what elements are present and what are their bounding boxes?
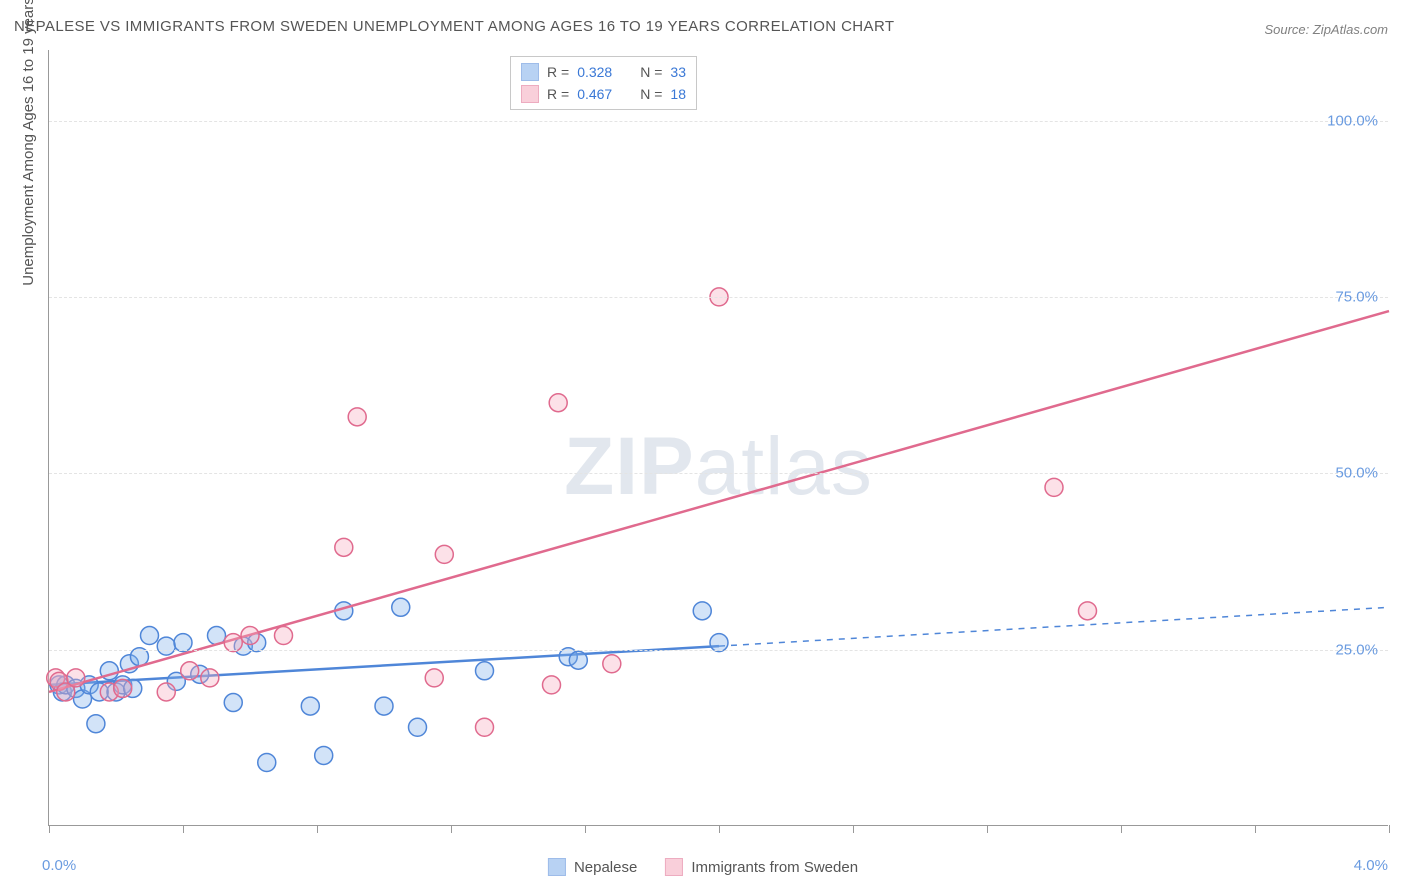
x-tick: [1121, 825, 1122, 833]
n-label: N =: [640, 86, 662, 102]
point-nepalese: [224, 694, 242, 712]
gridline-h: [49, 473, 1388, 474]
gridline-h: [49, 650, 1388, 651]
x-tick: [317, 825, 318, 833]
x-tick: [987, 825, 988, 833]
r-label: R =: [547, 86, 569, 102]
point-sweden: [1045, 478, 1063, 496]
gridline-h: [49, 297, 1388, 298]
legend-item-nepalese: Nepalese: [548, 858, 637, 876]
point-sweden: [549, 394, 567, 412]
y-tick-label: 25.0%: [1335, 641, 1378, 658]
y-tick-label: 100.0%: [1327, 112, 1378, 129]
plot-svg: [49, 50, 1388, 825]
point-sweden: [425, 669, 443, 687]
point-nepalese: [409, 718, 427, 736]
point-sweden: [335, 538, 353, 556]
point-nepalese: [87, 715, 105, 733]
correlation-legend-row-nepalese: R = 0.328 N = 33: [521, 61, 686, 83]
point-sweden: [275, 627, 293, 645]
point-nepalese: [141, 627, 159, 645]
point-sweden: [157, 683, 175, 701]
point-nepalese: [375, 697, 393, 715]
correlation-legend: R = 0.328 N = 33 R = 0.467 N = 18: [510, 56, 697, 110]
legend-label-sweden: Immigrants from Sweden: [691, 859, 858, 876]
r-label: R =: [547, 64, 569, 80]
point-sweden: [476, 718, 494, 736]
point-sweden: [181, 662, 199, 680]
point-sweden: [114, 679, 132, 697]
point-sweden: [603, 655, 621, 673]
r-value-sweden: 0.467: [577, 86, 612, 102]
n-value-nepalese: 33: [670, 64, 686, 80]
swatch-nepalese: [548, 858, 566, 876]
x-tick: [585, 825, 586, 833]
point-sweden: [435, 545, 453, 563]
legend-label-nepalese: Nepalese: [574, 859, 637, 876]
chart-title: NEPALESE VS IMMIGRANTS FROM SWEDEN UNEMP…: [14, 18, 894, 35]
x-tick: [1389, 825, 1390, 833]
correlation-legend-row-sweden: R = 0.467 N = 18: [521, 83, 686, 105]
point-sweden: [543, 676, 561, 694]
x-tick: [49, 825, 50, 833]
swatch-sweden: [665, 858, 683, 876]
swatch-nepalese: [521, 63, 539, 81]
point-nepalese: [392, 598, 410, 616]
x-tick-label-min: 0.0%: [42, 857, 76, 874]
x-tick-label-max: 4.0%: [1354, 857, 1388, 874]
n-value-sweden: 18: [670, 86, 686, 102]
x-tick: [1255, 825, 1256, 833]
swatch-sweden: [521, 85, 539, 103]
n-label: N =: [640, 64, 662, 80]
point-nepalese: [258, 754, 276, 772]
point-nepalese: [693, 602, 711, 620]
y-tick-label: 75.0%: [1335, 288, 1378, 305]
x-tick: [451, 825, 452, 833]
point-nepalese: [301, 697, 319, 715]
gridline-h: [49, 121, 1388, 122]
series-legend: Nepalese Immigrants from Sweden: [548, 858, 858, 876]
y-tick-label: 50.0%: [1335, 465, 1378, 482]
y-axis-label: Unemployment Among Ages 16 to 19 years: [20, 0, 37, 286]
x-tick: [719, 825, 720, 833]
legend-item-sweden: Immigrants from Sweden: [665, 858, 858, 876]
point-sweden: [348, 408, 366, 426]
point-sweden: [241, 627, 259, 645]
point-nepalese: [157, 637, 175, 655]
r-value-nepalese: 0.328: [577, 64, 612, 80]
point-sweden: [201, 669, 219, 687]
x-tick: [853, 825, 854, 833]
point-nepalese: [569, 651, 587, 669]
x-tick: [183, 825, 184, 833]
plot-area: ZIPatlas 25.0%50.0%75.0%100.0%: [48, 50, 1388, 826]
source-attribution: Source: ZipAtlas.com: [1264, 22, 1388, 37]
point-sweden: [1079, 602, 1097, 620]
trend-line-nepalese-extrapolated: [719, 607, 1389, 646]
point-nepalese: [315, 746, 333, 764]
point-sweden: [67, 669, 85, 687]
point-nepalese: [476, 662, 494, 680]
